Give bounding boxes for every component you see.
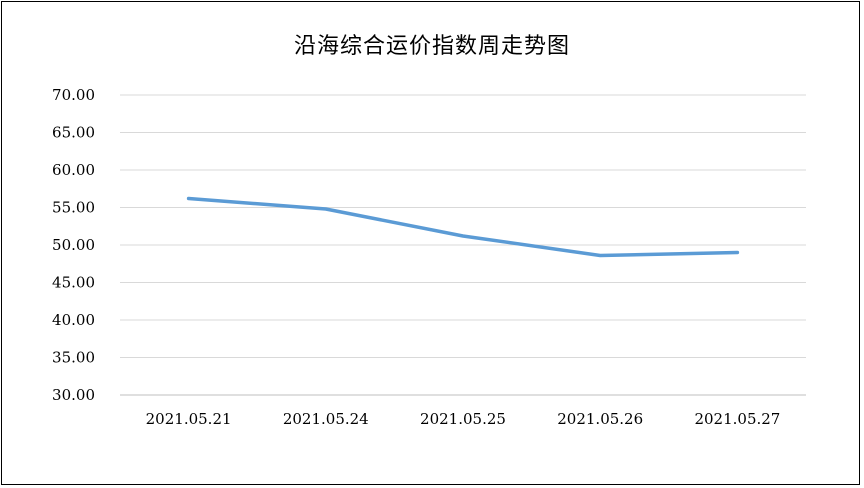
series-layer [186, 196, 740, 258]
data-point [324, 207, 328, 211]
data-point [187, 197, 191, 200]
y-tick-label: 60.00 [52, 161, 95, 179]
x-tick-label: 2021.05.27 [694, 410, 780, 428]
gridlines [120, 94, 806, 396]
x-tick-label: 2021.05.21 [146, 410, 232, 428]
y-axis-tick-labels: 30.00 35.00 40.00 45.00 50.00 55.00 60.00 65.00… [52, 86, 95, 404]
y-tick-label: 50.00 [52, 236, 95, 254]
x-tick-label: 2021.05.24 [283, 410, 369, 428]
y-tick-label: 30.00 [52, 386, 95, 404]
data-point [461, 234, 465, 238]
x-tick-label: 2021.05.26 [557, 410, 643, 428]
x-tick-label: 2021.05.25 [420, 410, 506, 428]
data-point [598, 254, 602, 257]
y-tick-label: 40.00 [52, 311, 95, 329]
x-axis-tick-labels: 2021.05.21 2021.05.24 2021.05.25 2021.05.26… [146, 410, 781, 428]
data-point [735, 251, 739, 254]
chart-title: 沿海综合运价指数周走势图 [293, 34, 570, 59]
y-tick-label: 70.00 [52, 86, 95, 104]
y-tick-label: 55.00 [52, 199, 95, 217]
y-tick-label: 65.00 [52, 124, 95, 142]
y-tick-label: 35.00 [52, 349, 95, 367]
y-tick-label: 45.00 [52, 274, 95, 292]
